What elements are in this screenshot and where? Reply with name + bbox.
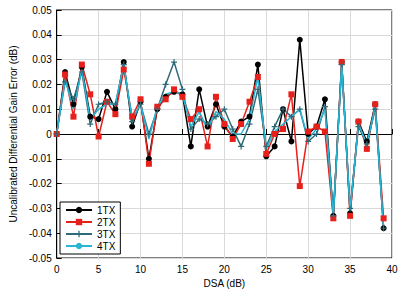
- svg-text:25: 25: [261, 264, 273, 275]
- svg-text:0.01: 0.01: [32, 104, 52, 115]
- svg-text:-0.05: -0.05: [29, 253, 52, 264]
- svg-text:40: 40: [386, 264, 398, 275]
- svg-text:3TX: 3TX: [97, 229, 116, 240]
- svg-text:30: 30: [303, 264, 315, 275]
- svg-text:5: 5: [96, 264, 102, 275]
- svg-text:0.05: 0.05: [32, 5, 52, 16]
- svg-text:35: 35: [345, 264, 357, 275]
- svg-text:0: 0: [54, 264, 60, 275]
- svg-text:Uncalibrated Differential Gain: Uncalibrated Differential Gain Error (dB…: [8, 45, 19, 222]
- svg-text:0.03: 0.03: [32, 54, 52, 65]
- svg-text:-0.04: -0.04: [29, 228, 52, 239]
- svg-text:2TX: 2TX: [97, 217, 116, 228]
- svg-text:-0.02: -0.02: [29, 178, 52, 189]
- svg-text:1TX: 1TX: [97, 205, 116, 216]
- svg-text:0.04: 0.04: [32, 29, 52, 40]
- svg-text:0.02: 0.02: [32, 79, 52, 90]
- svg-text:15: 15: [177, 264, 189, 275]
- svg-text:-0.01: -0.01: [29, 153, 52, 164]
- svg-text:4TX: 4TX: [97, 241, 116, 252]
- svg-text:DSA (dB): DSA (dB): [204, 278, 246, 289]
- svg-text:20: 20: [219, 264, 231, 275]
- svg-text:-0.03: -0.03: [29, 203, 52, 214]
- svg-text:0: 0: [46, 129, 52, 140]
- svg-text:10: 10: [135, 264, 147, 275]
